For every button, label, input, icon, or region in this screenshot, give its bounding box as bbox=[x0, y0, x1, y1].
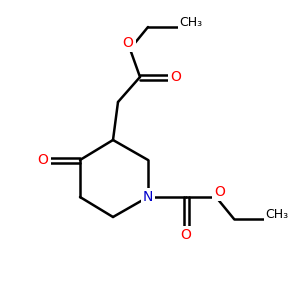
Text: CH₃: CH₃ bbox=[179, 16, 203, 29]
Text: O: O bbox=[214, 185, 225, 199]
Text: O: O bbox=[38, 153, 48, 167]
Text: O: O bbox=[123, 36, 134, 50]
Text: CH₃: CH₃ bbox=[266, 208, 289, 221]
Text: O: O bbox=[181, 228, 191, 242]
Text: N: N bbox=[143, 190, 153, 204]
Text: O: O bbox=[171, 70, 182, 84]
